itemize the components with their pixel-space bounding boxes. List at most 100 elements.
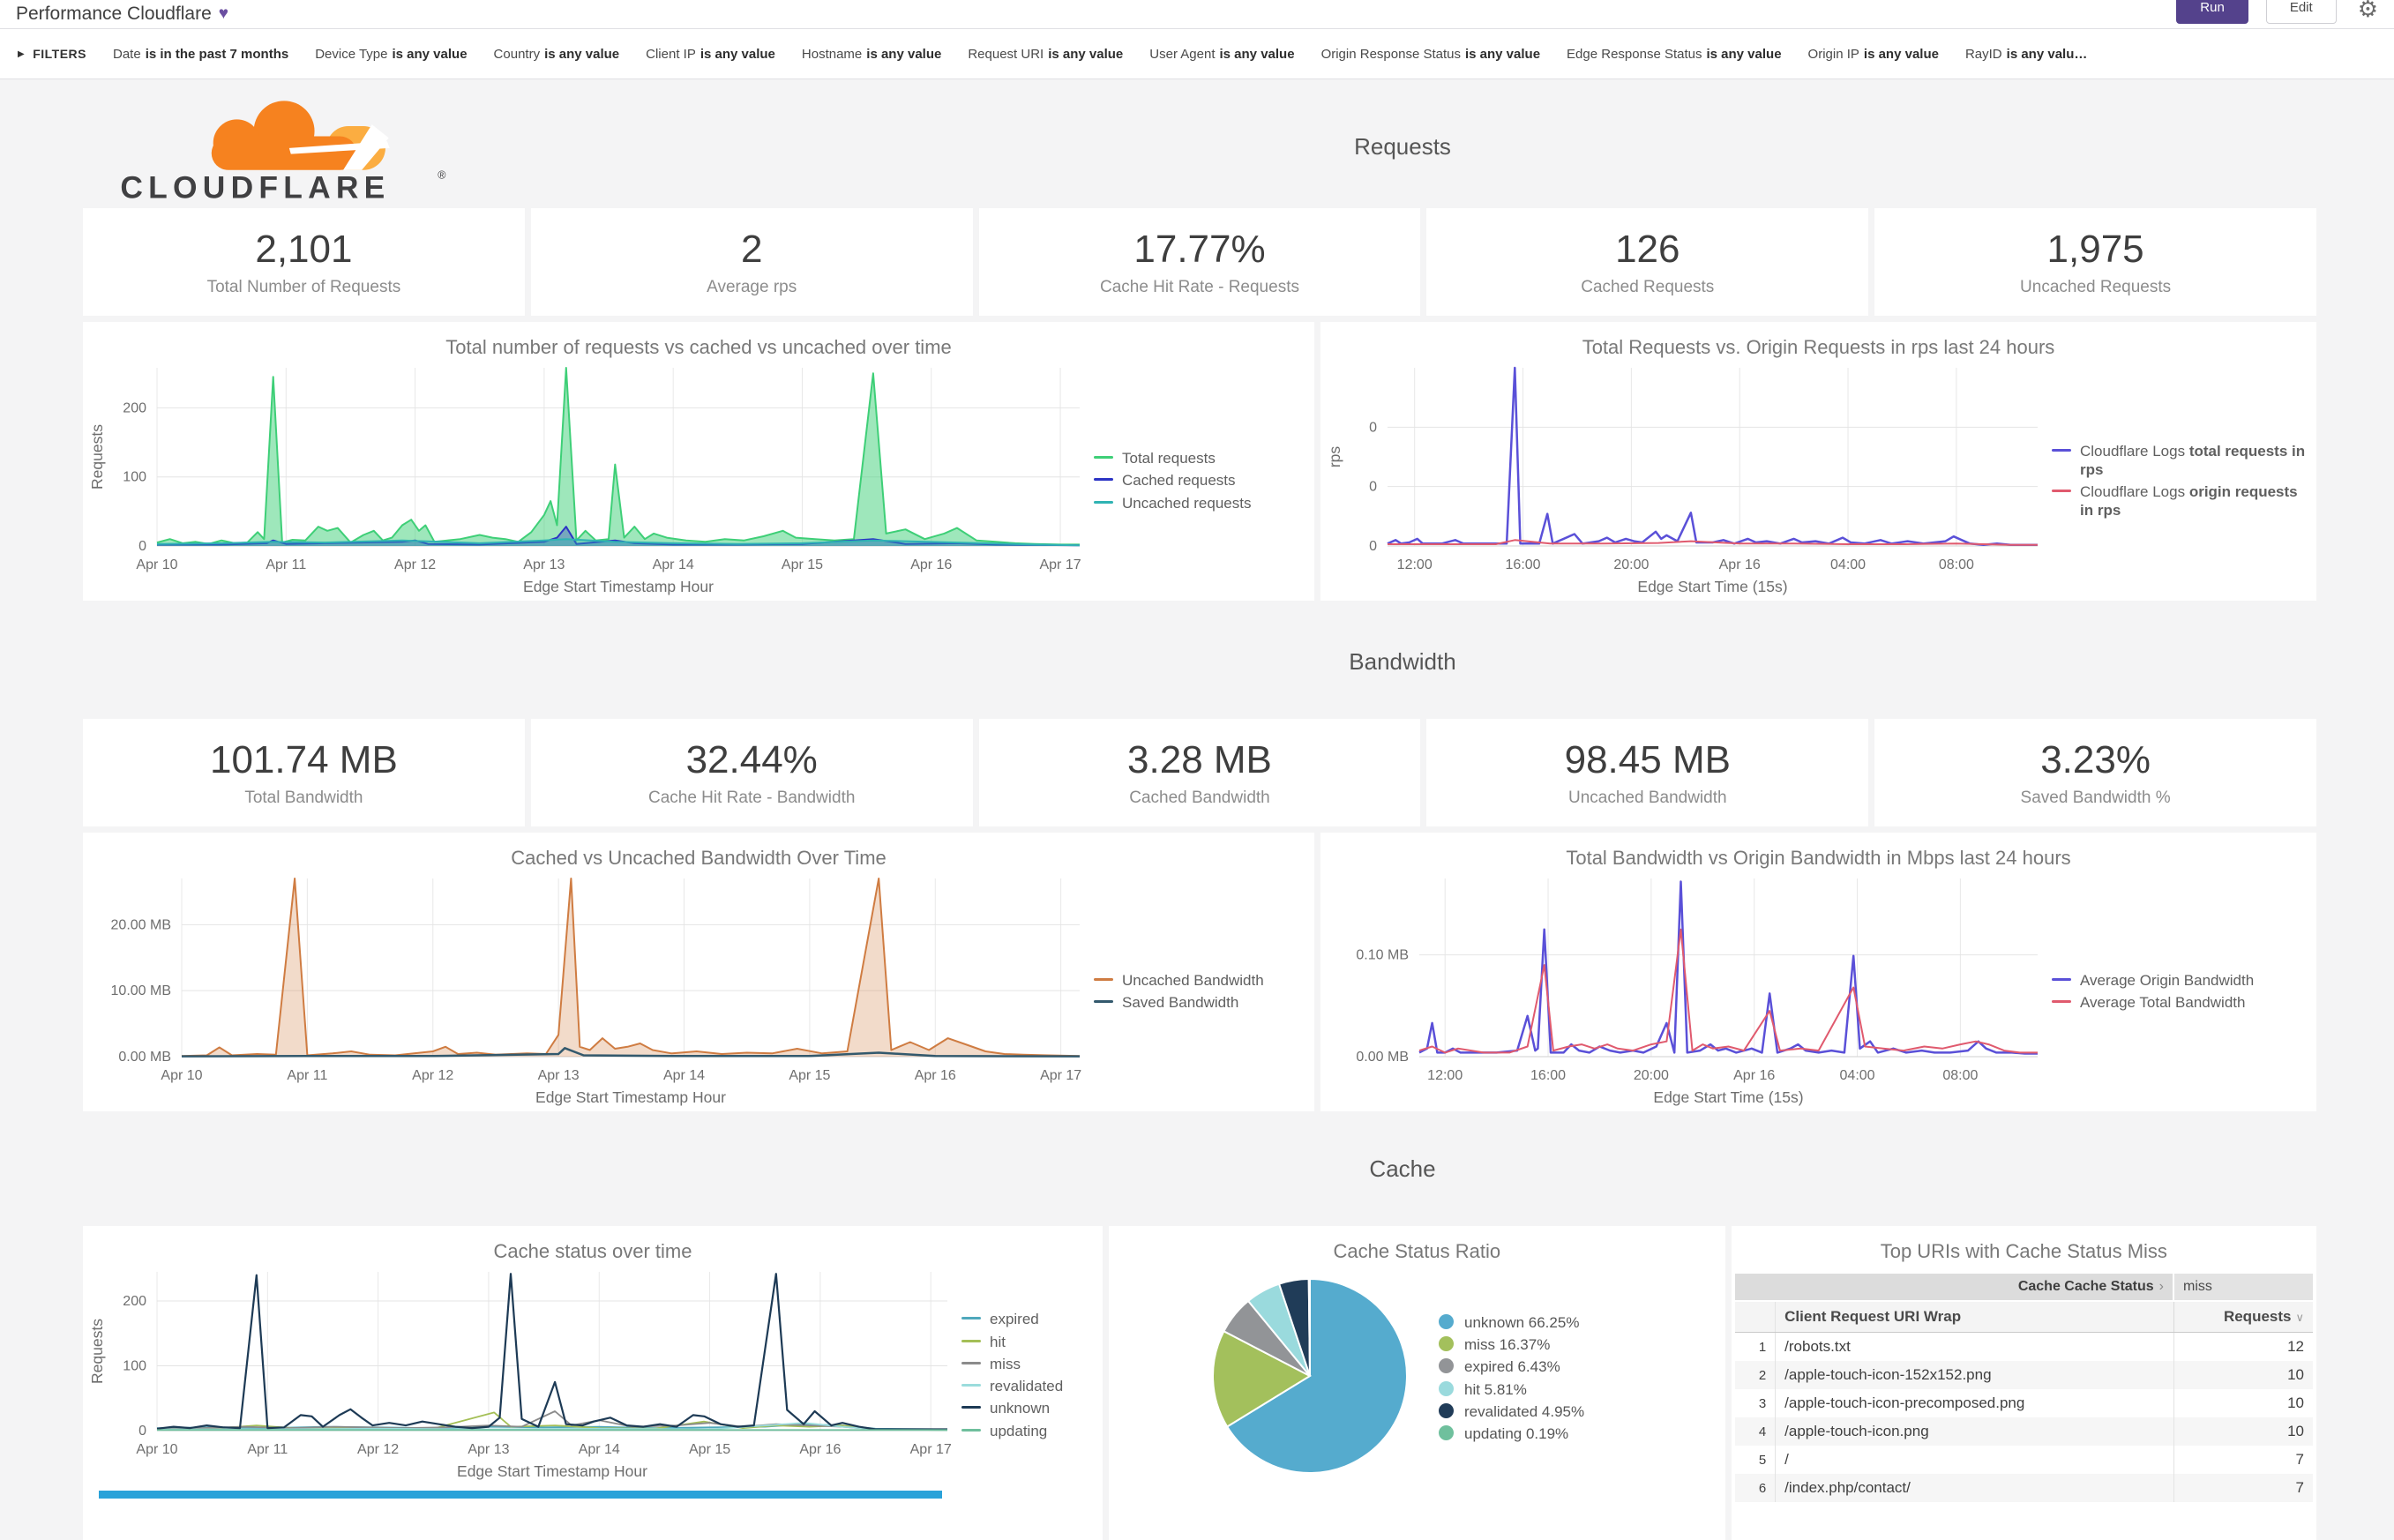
row-number: 1 [1734,1332,1777,1361]
pie-legend-item[interactable]: expired 6.43% [1439,1357,1584,1376]
requests-cell[interactable]: 7 [2173,1446,2313,1474]
pivot-field-label[interactable]: Cache Cache Status › [1734,1274,2173,1302]
filter-item[interactable]: Country is any value [493,46,620,62]
filter-item[interactable]: Origin Response Status is any value [1320,46,1541,62]
requests-cell[interactable]: 10 [2173,1361,2313,1389]
chart-rps-24h[interactable]: 12:00 16:00 20:00 Apr 16 04:00 08:00 0 0 0 Edge S… [1320,361,2052,601]
filter-item[interactable]: Device Type is any value [315,46,468,62]
legend-item[interactable]: Uncached Bandwidth [1094,971,1307,990]
run-button[interactable]: Run [2176,0,2248,24]
legend-item[interactable]: Cloudflare Logs total requests in rps [2052,442,2309,480]
legend-swatch [961,1317,981,1320]
requests-column-header[interactable]: Requests ∨ [2173,1301,2313,1333]
svg-text:0: 0 [138,539,146,554]
top-bar: Performance Cloudflare ♥ Run Edit ⚙ [0,0,2394,29]
legend-item[interactable]: Average Total Bandwidth [2052,993,2309,1012]
svg-text:Apr 13: Apr 13 [523,557,565,572]
legend-swatch [961,1339,981,1342]
sort-desc-icon: ∨ [2295,1311,2304,1324]
svg-text:Apr 17: Apr 17 [1039,557,1081,572]
filter-item[interactable]: RayID is any valu… [1964,46,2088,62]
pie-chart-cache-status[interactable] [1208,1274,1412,1483]
chart-title: Cached vs Uncached Bandwidth Over Time [511,847,887,869]
uri-cell[interactable]: /robots.txt [1784,1338,1851,1355]
legend-item[interactable]: expired [961,1310,1096,1328]
uri-cell[interactable]: /apple-touch-icon.png [1775,1417,2173,1446]
uri-cell[interactable]: /apple-touch-icon-152x152.png [1775,1361,2173,1389]
legend-item[interactable]: unknown [961,1399,1096,1417]
filter-item[interactable]: Hostname is any value [801,46,942,62]
legend-rps-24h[interactable]: Cloudflare Logs total requests in rps Clo… [2052,438,2316,524]
table-row[interactable]: 4/apple-touch-icon.png 10 [1734,1417,2313,1446]
requests-cell[interactable]: 12 [2173,1332,2313,1361]
table-row[interactable]: 2/apple-touch-icon-152x152.png 10 [1734,1361,2313,1389]
svg-text:Edge Start Time (15s): Edge Start Time (15s) [1637,578,1787,595]
legend-item[interactable]: Saved Bandwidth [1094,993,1307,1012]
uri-column-header[interactable]: Client Request URI Wrap [1775,1301,2173,1333]
filter-item[interactable]: Request URI is any value [968,46,1124,62]
pie-legend-item[interactable]: revalidated 4.95% [1439,1402,1584,1421]
pie-legend[interactable]: unknown 66.25% miss 16.37% expired 6.43% hi… [1439,1310,1584,1447]
requests-cell[interactable]: 7 [2173,1474,2313,1502]
chart-bandwidth-over-time[interactable]: Apr 10 Apr 11 Apr 12 Apr 13 Apr 14 Apr 15 Apr … [83,871,1094,1111]
filter-item[interactable]: Edge Response Status is any value [1567,46,1782,62]
filter-item[interactable]: Date is in the past 7 months [113,46,289,62]
uri-cell[interactable]: / [1784,1451,1789,1468]
svg-text:Apr 14: Apr 14 [579,1442,620,1457]
kpi-label: Average rps [707,277,797,296]
filter-item[interactable]: User Agent is any value [1149,46,1295,62]
pie-legend-item[interactable]: updating 0.19% [1439,1424,1584,1443]
chart-requests-over-time[interactable]: Apr 10 Apr 11 Apr 12 Apr 13 Apr 14 Apr 15 Apr … [83,361,1094,601]
cloudflare-logo-image: CLOUDFLARE ® [120,101,445,205]
gear-icon[interactable]: ⚙ [2357,0,2378,22]
legend-item[interactable]: Cloudflare Logs origin requests in rps [2052,482,2309,520]
legend-item[interactable]: Cached requests [1094,471,1307,490]
svg-text:100: 100 [123,1359,146,1374]
legend-requests-over-time[interactable]: Total requests Cached requests Uncached re… [1094,445,1314,516]
chart-cache-status-over-time[interactable]: Apr 10 Apr 11 Apr 12 Apr 13 Apr 14 Apr 15 Apr … [83,1265,961,1485]
row-number: 5 [1734,1446,1777,1474]
uri-cell[interactable]: /apple-touch-icon-precomposed.png [1784,1394,2025,1411]
legend-item[interactable]: hit [961,1333,1096,1351]
kpi-tile: 2,101 Total Number of Requests [83,208,525,316]
svg-text:0.10 MB: 0.10 MB [1356,948,1409,963]
table-row[interactable]: 3/apple-touch-icon-precomposed.png 10 [1734,1389,2313,1417]
legend-item[interactable]: Total requests [1094,449,1307,467]
pie-legend-item[interactable]: hit 5.81% [1439,1380,1584,1399]
card-top-uris: Top URIs with Cache Status Miss Cache Ca… [1731,1226,2316,1540]
legend-item[interactable]: Uncached requests [1094,494,1307,512]
uri-cell[interactable]: /index.php/contact/ [1775,1474,2173,1502]
pie-legend-item[interactable]: unknown 66.25% [1439,1313,1584,1332]
chart-mbps-24h[interactable]: 12:00 16:00 20:00 Apr 16 04:00 08:00 0.00 MB 0.… [1320,871,2052,1111]
dashboard-content: CLOUDFLARE ® Requests 2,101 Total Number … [0,79,2394,1540]
edit-button[interactable]: Edit [2265,0,2337,24]
kpi-tile: 101.74 MB Total Bandwidth [83,719,525,826]
chart-scrub-bar[interactable] [99,1491,942,1499]
legend-item[interactable]: Average Origin Bandwidth [2052,971,2309,990]
svg-text:Apr 10: Apr 10 [136,1442,177,1457]
filter-item[interactable]: Origin IP is any value [1807,46,1939,62]
legend-item[interactable]: updating [961,1422,1096,1440]
svg-text:Apr 10: Apr 10 [136,557,177,572]
legend-bandwidth-over-time[interactable]: Uncached Bandwidth Saved Bandwidth [1094,968,1314,1016]
svg-text:®: ® [438,168,445,181]
filter-item[interactable]: Client IP is any value [646,46,775,62]
legend-mbps-24h[interactable]: Average Origin Bandwidth Average Total Ba… [2052,968,2316,1016]
kpi-value: 32.44% [685,737,818,781]
legend-cache-status[interactable]: expired hit miss revalidated unknown updating [961,1306,1103,1444]
kpi-value: 2,101 [255,227,353,271]
requests-cell[interactable]: 10 [2173,1389,2313,1417]
requests-cell[interactable]: 10 [2173,1417,2313,1446]
legend-swatch [961,1384,981,1387]
card-mbps-24h: Total Bandwidth vs Origin Bandwidth in M… [1320,833,2316,1111]
filters-toggle[interactable]: ▶ FILTERS [18,47,86,61]
kpi-tile: 126 Cached Requests [1426,208,1869,316]
legend-item[interactable]: revalidated [961,1377,1096,1395]
legend-swatch [961,1361,981,1364]
table-row[interactable]: 5 / 7 [1734,1446,2313,1474]
legend-item[interactable]: miss [961,1355,1096,1373]
table-row[interactable]: 6/index.php/contact/7 [1734,1474,2313,1502]
table-row[interactable]: 1/robots.txt 12 [1734,1332,2313,1361]
pie-legend-dot [1439,1336,1454,1351]
pie-legend-item[interactable]: miss 16.37% [1439,1335,1584,1354]
